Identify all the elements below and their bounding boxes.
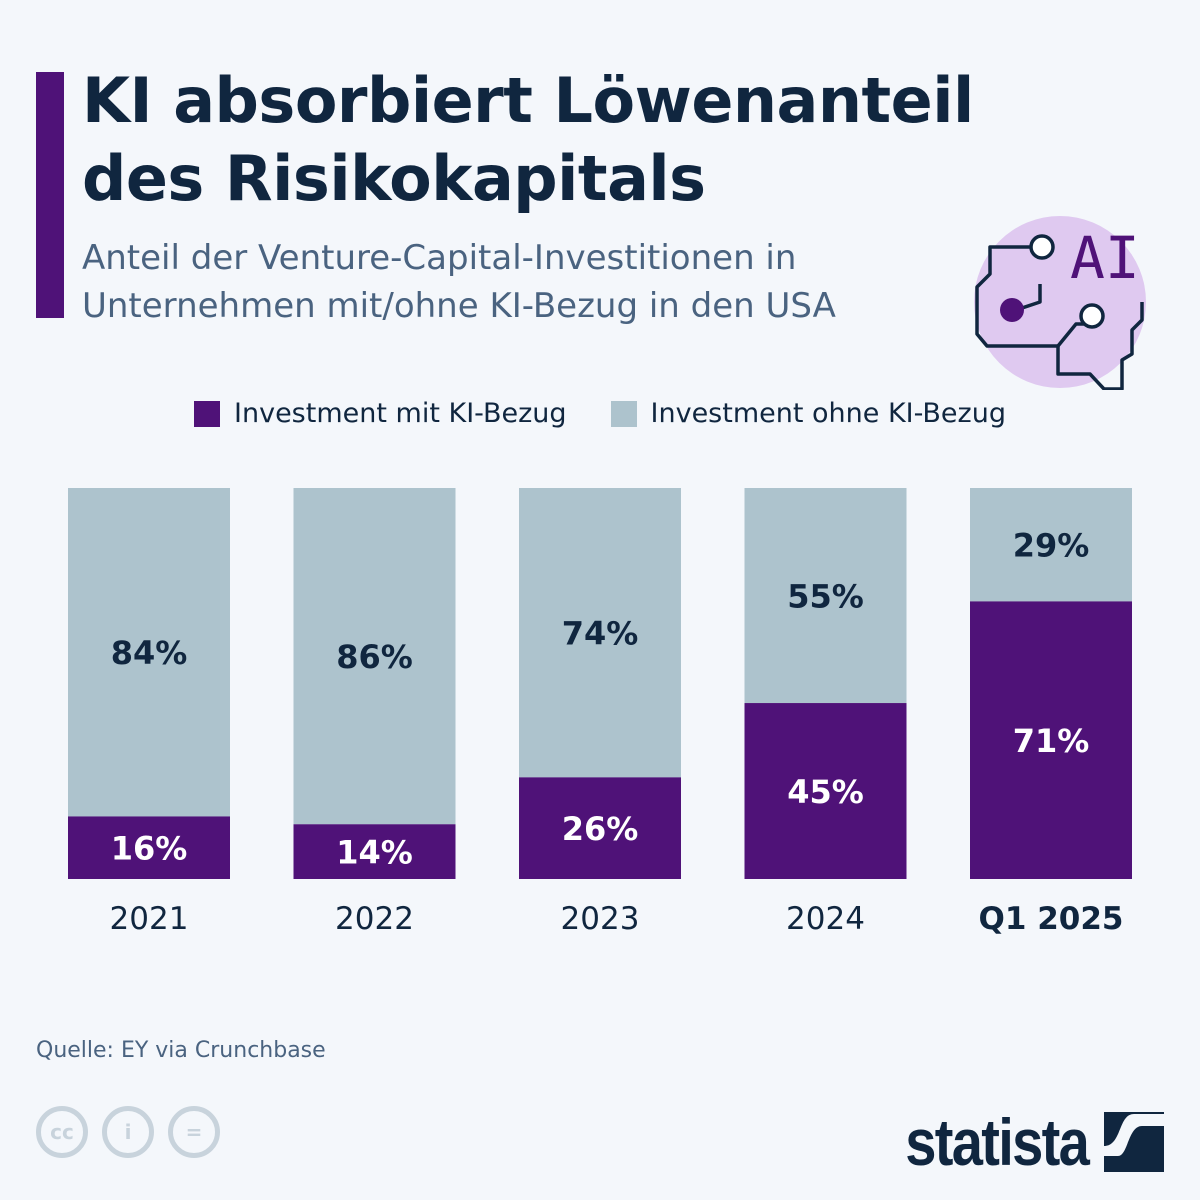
x-tick-label: 2021 — [110, 901, 189, 937]
ai-icon-text: AI — [1070, 224, 1140, 292]
stacked-bar-chart: 84% 16% 2021 86% 14% 2022 74% 26% 2023 55% 45% 2024… — [68, 488, 1132, 937]
x-tick-label: 2023 — [561, 901, 640, 937]
brand-name: statista — [905, 1105, 1090, 1179]
statista-logo-icon — [1104, 1112, 1164, 1172]
source: Quelle: EY via Crunchbase — [36, 1038, 326, 1063]
license-icons: cc i = — [36, 1106, 220, 1158]
data-label-ohne: 74% — [562, 615, 639, 653]
x-tick-label: Q1 2025 — [979, 901, 1124, 937]
bar-ohne-ki — [744, 488, 907, 704]
statista-logo[interactable]: statista — [873, 1104, 1164, 1180]
bar-mit-ki — [68, 816, 230, 879]
legend-label: Investment ohne KI-Bezug — [650, 398, 1006, 429]
cc-icon[interactable]: cc — [36, 1106, 88, 1158]
data-label-ohne: 55% — [787, 578, 864, 616]
legend-label: Investment mit KI-Bezug — [234, 398, 567, 429]
legend: Investment mit KI-Bezug Investment ohne … — [0, 398, 1200, 429]
data-label-ohne: 84% — [111, 634, 188, 672]
legend-item-mit: Investment mit KI-Bezug — [194, 398, 567, 429]
ai-brain-circuit-icon: AI — [974, 216, 1146, 390]
bar-mit-ki — [293, 824, 456, 879]
by-icon[interactable]: i — [102, 1106, 154, 1158]
data-label-ohne: 86% — [336, 638, 413, 676]
data-label-mit: 16% — [111, 830, 188, 868]
legend-swatch — [194, 400, 221, 427]
chart-subtitle: Anteil der Venture-Capital-Investitionen… — [82, 238, 836, 326]
chart-title: KI absorbiert Löwenanteil des Risikokapi… — [82, 64, 974, 215]
bar-mit-ki — [744, 703, 907, 879]
nd-icon[interactable]: = — [168, 1106, 220, 1158]
bar-ohne-ki — [68, 488, 230, 817]
bar-ohne-ki — [293, 488, 456, 825]
data-label-mit: 45% — [787, 773, 864, 811]
x-tick-label: 2022 — [335, 901, 414, 937]
bar-ohne-ki — [519, 488, 681, 778]
bar-mit-ki — [519, 777, 681, 879]
data-label-mit: 71% — [1013, 722, 1090, 760]
legend-item-ohne: Investment ohne KI-Bezug — [610, 398, 1006, 429]
legend-swatch — [610, 400, 637, 427]
x-tick-label: 2024 — [786, 901, 865, 937]
bar-mit-ki — [970, 601, 1132, 879]
bar-ohne-ki — [970, 488, 1132, 602]
data-label-ohne: 29% — [1013, 527, 1090, 565]
data-label-mit: 26% — [562, 810, 639, 848]
data-label-mit: 14% — [336, 834, 413, 872]
accent-bar — [36, 72, 64, 318]
